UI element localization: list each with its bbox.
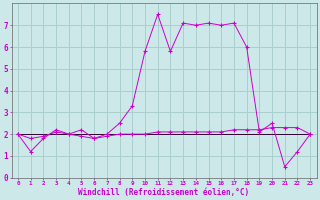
X-axis label: Windchill (Refroidissement éolien,°C): Windchill (Refroidissement éolien,°C): [78, 188, 250, 197]
